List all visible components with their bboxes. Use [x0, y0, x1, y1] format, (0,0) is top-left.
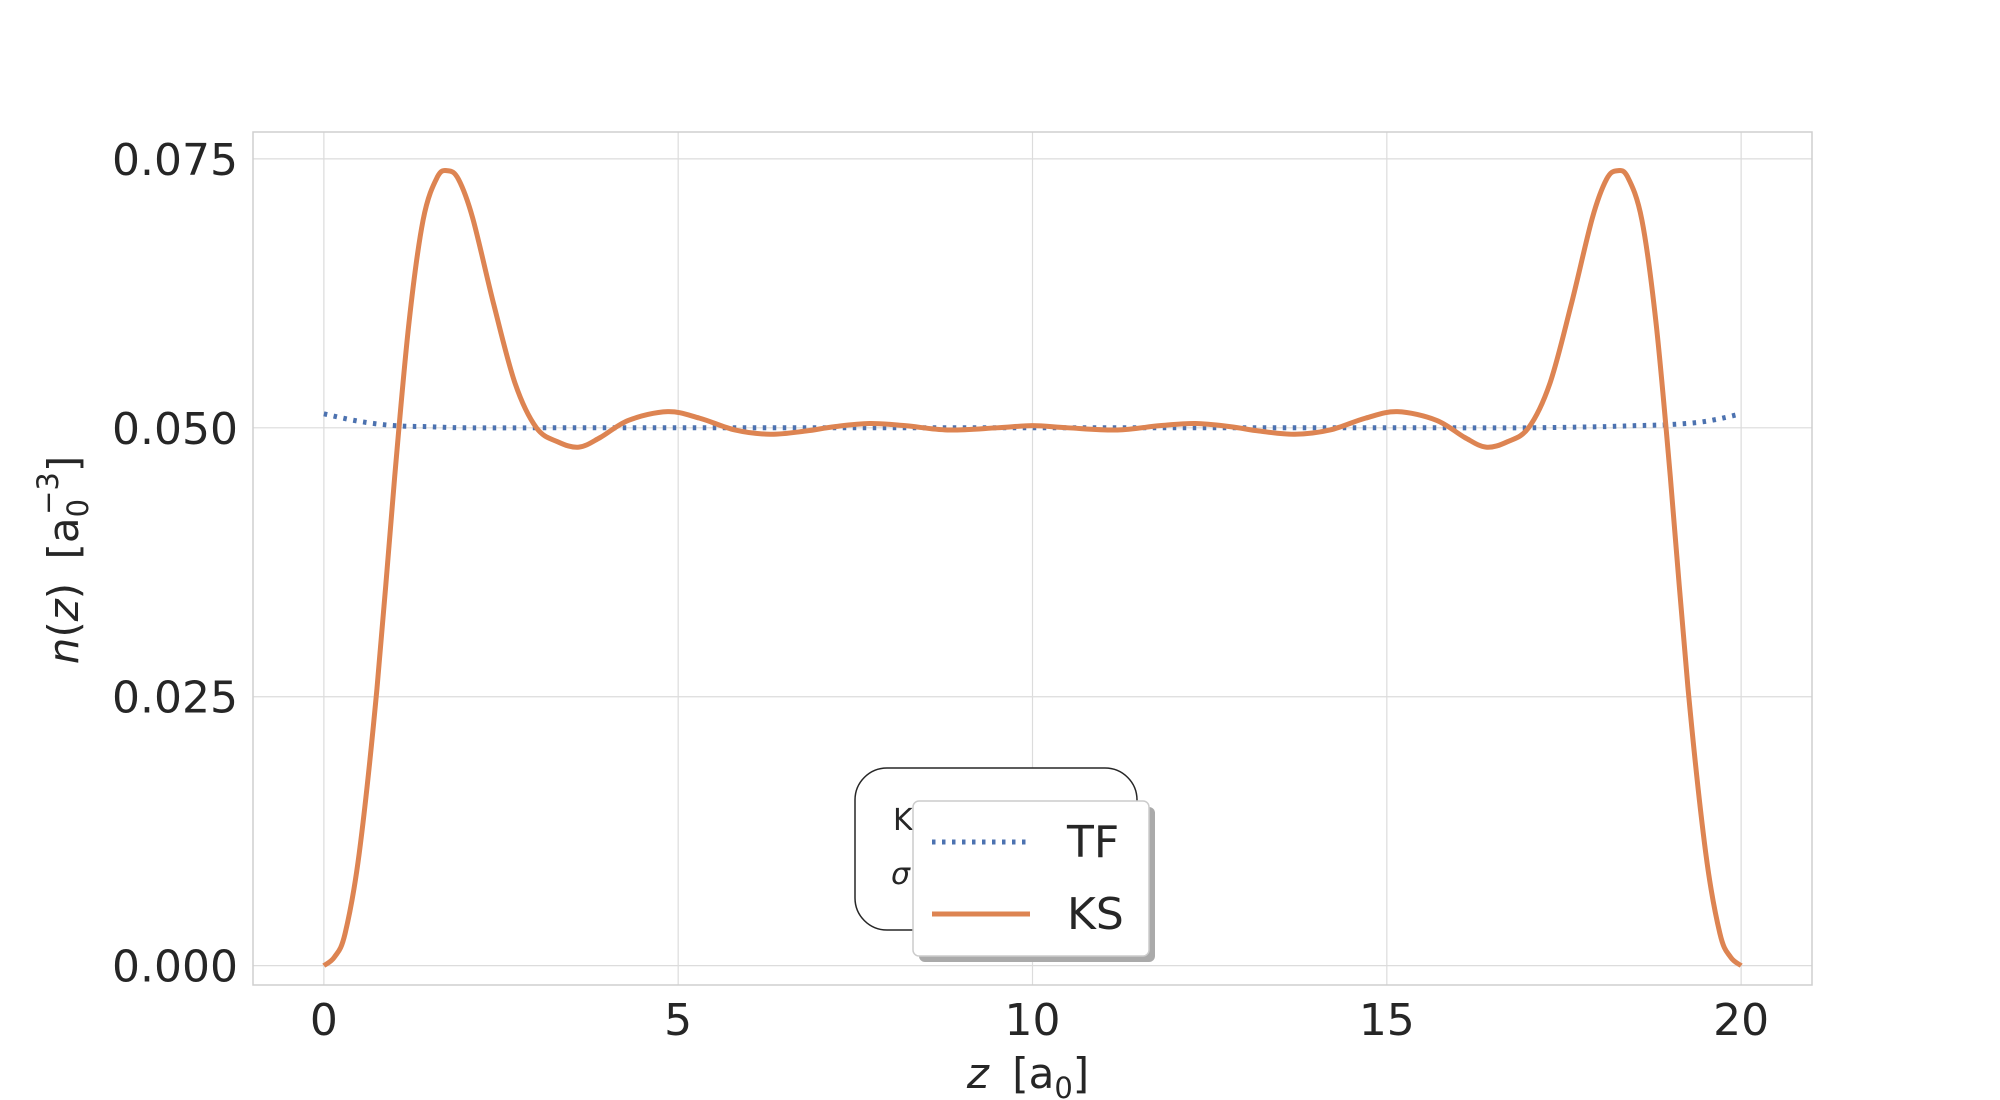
y-tick-label: 0.050: [112, 404, 238, 455]
legend: TF KS: [912, 800, 1155, 962]
annotation-line-1: K: [893, 803, 914, 838]
x-tick-label: 5: [664, 995, 692, 1046]
y-tick-label: 0.075: [112, 135, 238, 186]
y-axis-label: n(z) [a0−3]: [31, 456, 95, 665]
annotation-line-2: σ: [891, 857, 911, 892]
legend-ks-label: KS: [1067, 889, 1124, 940]
x-tick-label: 0: [310, 995, 338, 1046]
plot-frame: [252, 131, 1813, 986]
ks-series-line: [322, 167, 1743, 968]
x-tick-label: 20: [1713, 995, 1769, 1046]
y-tick-label: 0.025: [112, 673, 238, 724]
x-tick-label: 10: [1005, 995, 1061, 1046]
y-tick-label: 0.000: [112, 942, 238, 993]
legend-tf-label: TF: [1066, 817, 1119, 868]
x-tick-labels: 0 5 10 15 20: [310, 995, 1769, 1046]
series-layer: [322, 167, 1743, 968]
x-tick-label: 15: [1359, 995, 1415, 1046]
x-axis-label: z [a0]: [966, 1049, 1089, 1100]
y-tick-labels: 0.000 0.025 0.050 0.075: [112, 135, 238, 993]
